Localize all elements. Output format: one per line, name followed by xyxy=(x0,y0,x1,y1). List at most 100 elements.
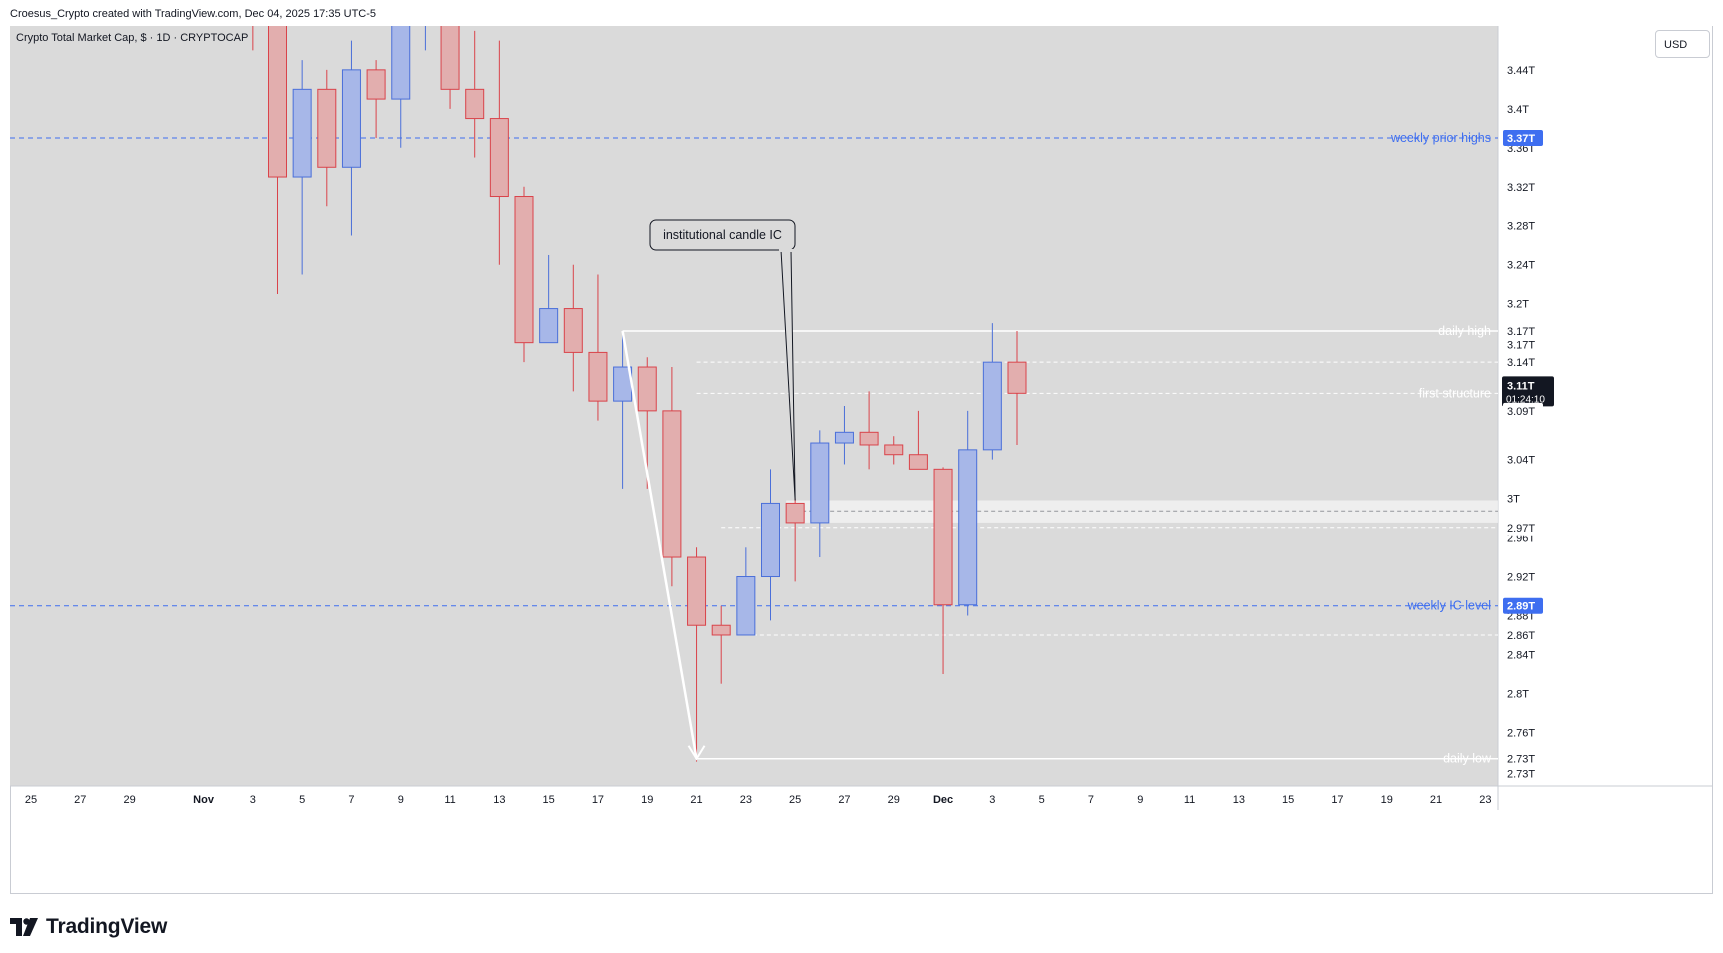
price-tag-text: 2.73T xyxy=(1507,754,1535,766)
candle-Dec-1 xyxy=(933,467,953,674)
time-tick-label: 23 xyxy=(1479,794,1491,806)
candle-body xyxy=(736,576,756,636)
price-tick-label: 3T xyxy=(1507,494,1520,506)
candle-Nov-26 xyxy=(810,430,830,558)
price-tag-bg xyxy=(1503,130,1543,147)
time-tick-label: 27 xyxy=(74,794,86,806)
candle-body xyxy=(785,502,805,524)
time-tick-label: 13 xyxy=(493,794,505,806)
price-tag-bg xyxy=(1503,765,1543,782)
price-tick-label: 2.8T xyxy=(1507,688,1529,700)
trend-arrow-head xyxy=(687,745,706,761)
price-tick-label: 2.92T xyxy=(1507,572,1535,584)
time-tick-label: 9 xyxy=(398,794,404,806)
price-tick-label: 2.76T xyxy=(1507,727,1535,739)
currency-button[interactable]: USD xyxy=(1655,30,1710,58)
price-tag-3.17T: 3.17T xyxy=(1503,336,1543,353)
candle-Nov-20 xyxy=(662,367,682,587)
candle-Nov-4 xyxy=(268,26,287,294)
trend-arrow-line xyxy=(621,330,698,759)
candle-Nov-22 xyxy=(711,605,731,684)
time-tick-label: 21 xyxy=(690,794,702,806)
time-tick-label: 11 xyxy=(444,794,455,806)
level-label-first-structure: first structure xyxy=(1419,386,1491,400)
price-tag-bg xyxy=(1503,322,1543,339)
time-tick-label: 17 xyxy=(592,794,604,806)
time-tick-label: 23 xyxy=(740,794,752,806)
price-tag-text: 2.97T xyxy=(1507,523,1535,535)
level-label-weekly-IC-level: weekly IC level xyxy=(1407,599,1491,613)
candle-Nov-7 xyxy=(341,40,361,236)
candle-body xyxy=(366,69,386,100)
callout-pointer xyxy=(780,249,796,501)
candle-Nov-10 xyxy=(424,26,426,51)
price-tick-label: 3.44T xyxy=(1507,65,1535,77)
candle-body xyxy=(859,431,879,446)
price-tag-bg xyxy=(1502,376,1554,407)
candle-body xyxy=(662,410,682,558)
candle-Nov-9 xyxy=(391,26,411,148)
time-tick-label: 25 xyxy=(25,794,37,806)
candle-body xyxy=(687,556,707,626)
candle-Nov-18 xyxy=(613,332,633,489)
candle-body xyxy=(244,0,262,11)
price-tag-text: 3.11T xyxy=(1507,380,1535,392)
price-tag-bg xyxy=(1503,336,1543,353)
price-tag-text: 3.09T xyxy=(1507,406,1535,418)
price-tag-2.97T: 2.97T xyxy=(1503,519,1543,536)
time-tick-label: 19 xyxy=(1381,794,1393,806)
time-tick-label: 29 xyxy=(888,794,900,806)
ic-zone xyxy=(786,500,1498,523)
candle-Dec-2 xyxy=(958,410,978,616)
price-tag-text: 2.86T xyxy=(1507,630,1535,642)
chart-attribution: Croesus_Crypto created with TradingView.… xyxy=(10,8,377,20)
price-tick-label: 2.84T xyxy=(1507,649,1535,661)
candle-body xyxy=(810,442,830,524)
candle-body xyxy=(834,431,854,444)
candle-body xyxy=(711,624,731,636)
candle-Dec-3 xyxy=(982,323,1002,460)
candle-body xyxy=(1007,361,1027,394)
price-tag-bg xyxy=(1503,402,1543,419)
time-tick-label: Dec xyxy=(933,794,953,806)
plot-background xyxy=(10,26,1498,786)
candle-Nov-15 xyxy=(539,254,559,344)
price-tag-bg xyxy=(1503,597,1543,614)
candle-Nov-11 xyxy=(440,26,460,109)
price-tag-3.17T: 3.17T xyxy=(1503,322,1543,339)
candle-Nov-13 xyxy=(489,40,509,265)
candle-body xyxy=(489,118,509,198)
tradingview-logo[interactable]: TradingView xyxy=(10,912,167,942)
candle-body xyxy=(539,308,559,344)
candle-body xyxy=(341,69,361,168)
time-tick-label: 11 xyxy=(1184,794,1195,806)
candle-Nov-29 xyxy=(884,436,904,465)
time-tick-label: 17 xyxy=(1331,794,1343,806)
candlestick-chart[interactable]: institutional candle IC weekly prior hig… xyxy=(0,0,1723,900)
candle-Nov-5 xyxy=(292,60,312,275)
candle-Nov-12 xyxy=(465,30,485,158)
candle-Nov-6 xyxy=(317,69,337,207)
price-tick-label: 3.24T xyxy=(1507,260,1535,272)
price-tag-bg xyxy=(1503,354,1543,371)
candle-body xyxy=(391,26,411,100)
tradingview-logo-text: TradingView xyxy=(46,915,168,938)
candle-body xyxy=(514,196,534,344)
price-tag-3.09T: 3.09T xyxy=(1503,402,1543,419)
candle-body xyxy=(440,26,460,90)
price-tag-3.11T: 3.11T 01:24:10 xyxy=(1502,376,1554,407)
time-tick-label: 13 xyxy=(1233,794,1245,806)
candle-Nov-27 xyxy=(834,406,854,465)
time-tick-label: 27 xyxy=(838,794,850,806)
price-tag-text: 2.73T xyxy=(1507,768,1535,780)
time-tick-label: 15 xyxy=(543,794,555,806)
price-tag-2.73T: 2.73T xyxy=(1503,750,1543,767)
price-tag-3.14T: 3.14T xyxy=(1503,354,1543,371)
time-tick-label: 19 xyxy=(641,794,653,806)
price-tag-text: 3.14T xyxy=(1507,357,1535,369)
time-tick-label: 15 xyxy=(1282,794,1294,806)
candle-Dec-4 xyxy=(1007,330,1027,445)
candle-Nov-8 xyxy=(366,60,386,139)
callout-text: institutional candle IC xyxy=(663,228,782,242)
callout-joint xyxy=(779,249,793,252)
